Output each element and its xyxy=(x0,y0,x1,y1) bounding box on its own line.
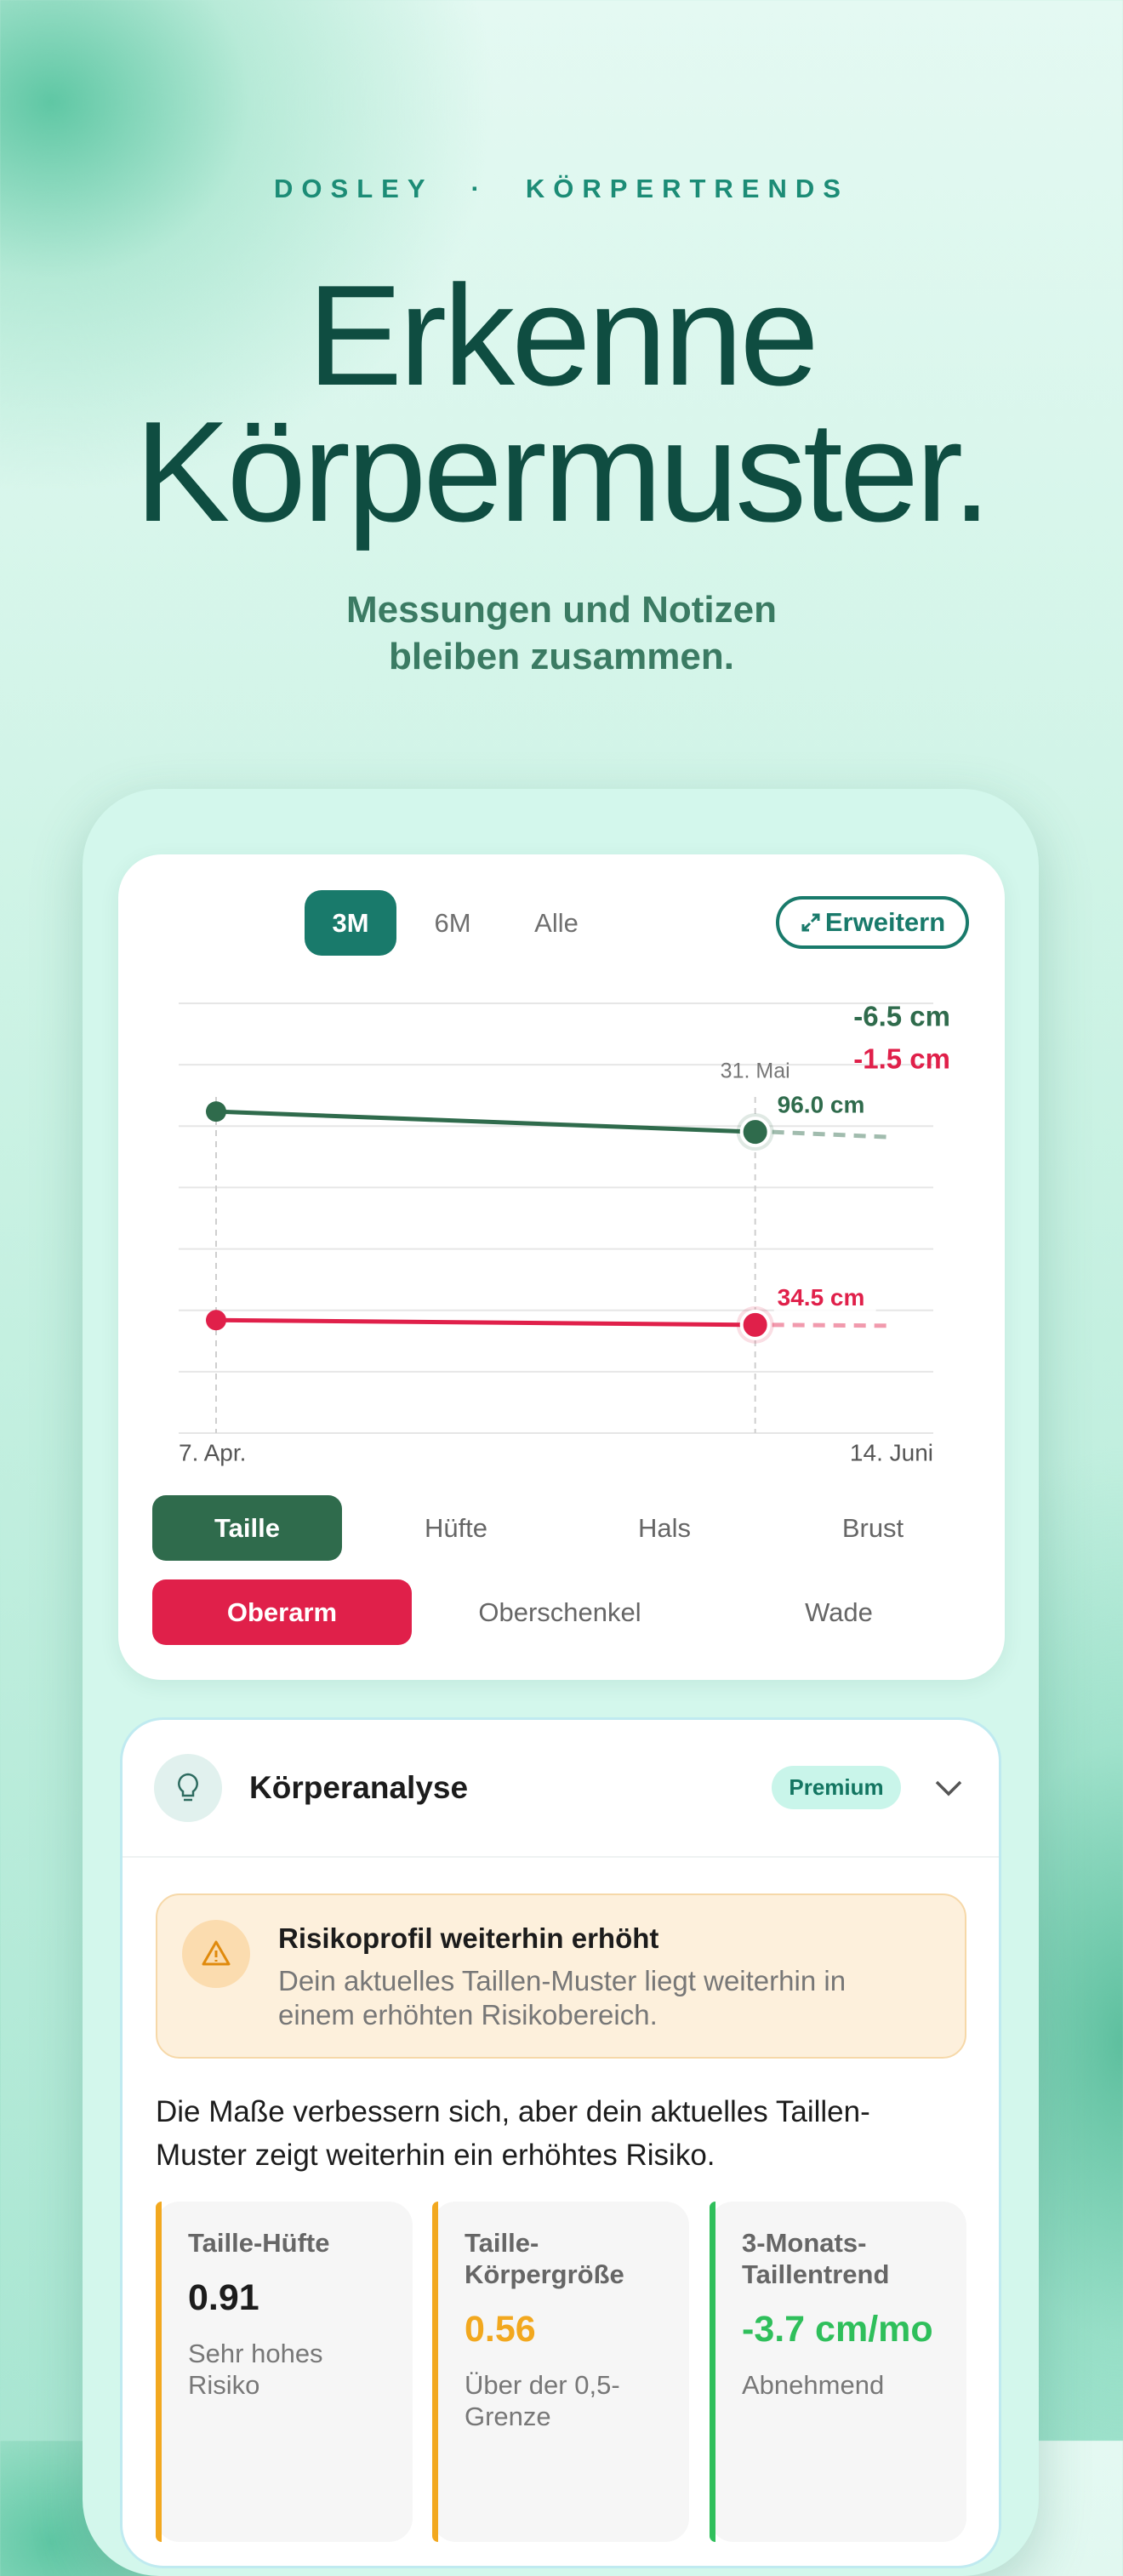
trend-extension xyxy=(772,1129,889,1139)
measure-button[interactable]: Wade xyxy=(805,1596,873,1627)
section-name: KÖRPERTRENDS xyxy=(525,174,849,203)
metric-note: Abnehmend xyxy=(742,2370,885,2400)
metric-card: 3-Monats-Taillentrend -3.7 cm/mo Abnehme… xyxy=(710,2202,966,2542)
metric-value: 0.56 xyxy=(465,2309,536,2350)
alert-title: Risikoprofil weiterhin erhöht xyxy=(278,1922,659,1954)
data-point xyxy=(739,1309,771,1340)
data-point xyxy=(205,1310,226,1331)
value-label: 34.5 cm xyxy=(778,1284,865,1311)
warning-icon xyxy=(182,1920,250,1988)
expand-button[interactable]: Erweitern xyxy=(776,896,969,949)
expand-label: Erweitern xyxy=(824,907,946,937)
x-axis-label: 7. Apr. xyxy=(179,1439,246,1465)
headline: Körpermuster. xyxy=(134,391,991,551)
brand-line: DOSLEY · KÖRPERTRENDS xyxy=(0,174,1123,204)
metric-card: Taille-Körpergröße 0.56 Über der 0,5-Gre… xyxy=(432,2202,689,2542)
change-label: -6.5 cm xyxy=(853,1001,950,1032)
metric-label: Taille-Hüfte xyxy=(188,2228,330,2258)
measure-button[interactable]: Taille xyxy=(152,1495,342,1561)
expand-icon xyxy=(801,913,820,932)
trend-extension xyxy=(772,1322,889,1328)
subtitle: bleiben zusammen. xyxy=(389,636,734,677)
bulb-icon xyxy=(154,1754,222,1822)
series-line xyxy=(215,1317,755,1328)
series-line xyxy=(215,1109,755,1134)
date-annotation: 31. Mai xyxy=(721,1060,790,1083)
measure-button[interactable]: Hüfte xyxy=(424,1512,488,1543)
alert-box xyxy=(156,1893,966,2059)
divider xyxy=(123,1856,999,1858)
metric-label: Taille-Körpergröße xyxy=(465,2228,624,2289)
data-point xyxy=(739,1117,771,1148)
value-label: 96.0 cm xyxy=(778,1092,865,1118)
section-title: Körperanalyse xyxy=(249,1770,469,1805)
x-axis-label: 14. Juni xyxy=(850,1439,933,1465)
measure-row: Taille Hüfte Hals Brust xyxy=(0,1495,1123,1561)
headline: Erkenne xyxy=(307,255,819,415)
separator: · xyxy=(470,174,488,203)
chevron[interactable] xyxy=(934,1777,963,1799)
measure-button[interactable]: Oberarm xyxy=(152,1579,412,1645)
measure-row: Oberarm Oberschenkel Wade xyxy=(0,1579,1123,1645)
premium-badge: Premium xyxy=(772,1766,901,1809)
range-tab[interactable]: Alle xyxy=(534,907,579,938)
metric-value: -3.7 cm/mo xyxy=(742,2309,933,2350)
measure-button[interactable]: Hals xyxy=(637,1512,691,1543)
metric-note: Über der 0,5-Grenze xyxy=(465,2370,620,2431)
metric-label: 3-Monats-Taillentrend xyxy=(742,2228,890,2289)
measure-button[interactable]: Brust xyxy=(841,1512,904,1543)
analysis-text: Die Maße verbessern sich, aber dein aktu… xyxy=(156,2095,870,2172)
label-bg xyxy=(773,1089,876,1124)
metric-value: 0.91 xyxy=(188,2277,259,2318)
alert-body: Dein aktuelles Taillen-Muster liegt weit… xyxy=(278,1965,847,2031)
metric-note: Sehr hohes Risiko xyxy=(188,2339,323,2400)
change-label: -1.5 cm xyxy=(853,1043,950,1075)
brand: DOSLEY xyxy=(274,174,434,203)
range-tab[interactable]: 6M xyxy=(434,907,471,938)
data-point xyxy=(205,1101,226,1122)
measure-button[interactable]: Oberschenkel xyxy=(478,1596,641,1627)
line-chart: 7. Apr. 14. Juni 31. Mai 96.0 cm -6.5 cm 34.5… xyxy=(179,1001,950,1465)
subtitle: Messungen und Notizen xyxy=(346,589,777,631)
label-bg xyxy=(773,1282,876,1317)
metric-card: Taille-Hüfte 0.91 Sehr hohes Risiko xyxy=(156,2202,413,2542)
range-tab[interactable]: 3M xyxy=(305,890,396,956)
